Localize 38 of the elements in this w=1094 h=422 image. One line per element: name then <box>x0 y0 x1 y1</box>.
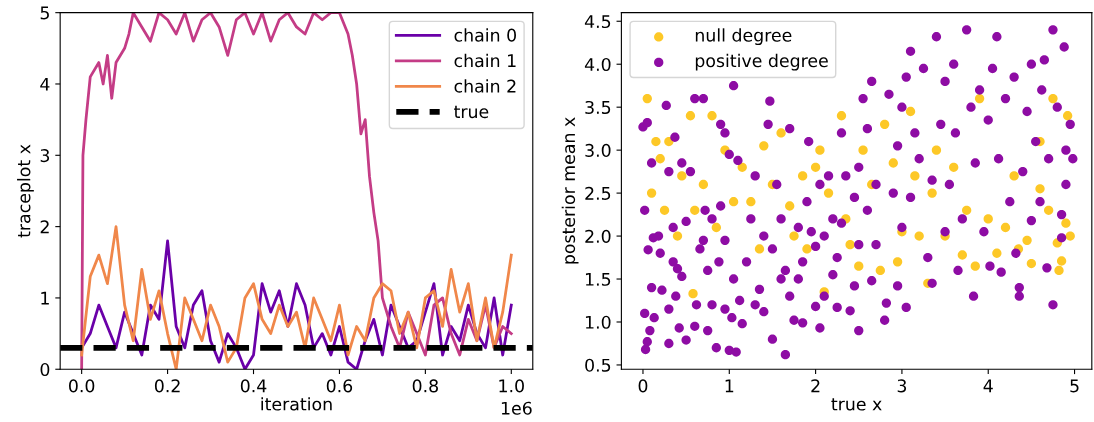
y-tick-label: 0.5 <box>585 358 611 372</box>
y-tick-label: 1.0 <box>585 315 611 329</box>
y-tick-label: 3.5 <box>585 100 611 115</box>
x-tick-label: 0.2 <box>154 379 180 393</box>
text: 1e6 <box>501 401 532 415</box>
y-tick-label: 4.5 <box>584 15 611 29</box>
legend-label: positive degree <box>695 53 828 71</box>
y-axis-title: posterior mean x <box>561 117 579 264</box>
legend-label: true <box>454 105 489 119</box>
x-tick-label: 0 <box>638 379 648 393</box>
x-tick-label: 1.0 <box>499 379 524 393</box>
y-tick-label: 4.0 <box>584 57 611 72</box>
y-tick-label: 2.5 <box>585 186 611 200</box>
x-tick-label: 3 <box>897 379 907 393</box>
x-axis-title: true x <box>831 398 882 411</box>
x-tick-label: 5 <box>1070 379 1079 393</box>
legend-label: chain 1 <box>454 53 516 68</box>
x-axis-title: iteration <box>261 397 332 411</box>
y-tick-label: 1 <box>41 291 49 305</box>
x-tick-label: 4 <box>983 379 993 393</box>
x-tick-label: 2 <box>811 379 820 393</box>
legend-label: null degree <box>695 28 792 46</box>
legend-label: chain 2 <box>454 79 516 93</box>
y-tick-label: 0 <box>40 362 50 377</box>
y-tick-label: 3.0 <box>585 143 611 157</box>
y-tick-label: 2.0 <box>585 229 611 243</box>
x-tick-label: 0.8 <box>412 379 438 393</box>
y-tick-label: 3 <box>40 149 50 163</box>
y-tick-label: 1.5 <box>585 272 611 286</box>
x-tick-label: 0.4 <box>240 379 267 393</box>
x-tick-label: 1 <box>725 379 734 393</box>
y-tick-label: 2 <box>40 220 49 234</box>
legend-label: chain 0 <box>454 28 516 42</box>
y-axis-title: traceplot x <box>17 144 34 238</box>
y-tick-label: 5 <box>40 6 49 20</box>
y-tick-label: 4 <box>40 77 50 91</box>
x-tick-label: 0.6 <box>326 379 353 393</box>
x-tick-label: 0.0 <box>68 379 95 393</box>
